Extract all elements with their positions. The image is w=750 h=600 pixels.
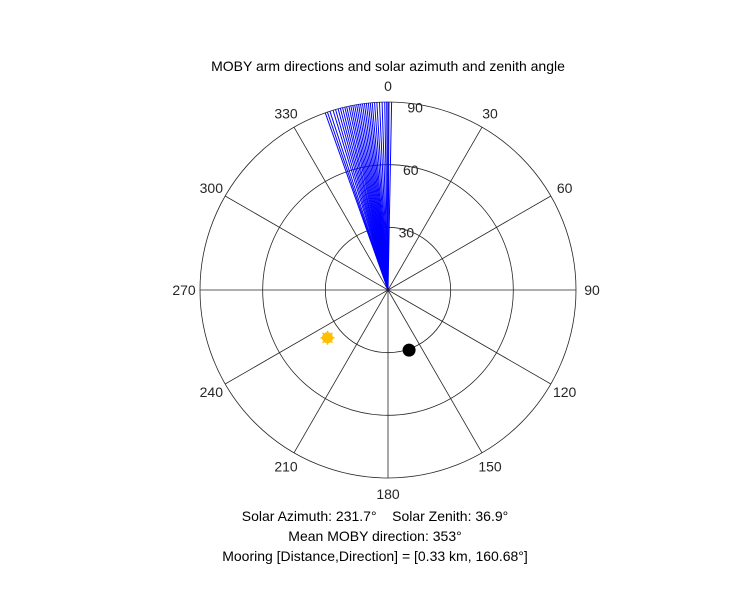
spoke-30 bbox=[387, 126, 483, 291]
caption-mean-direction: Mean MOBY direction: 353° bbox=[288, 528, 462, 544]
spoke-120 bbox=[387, 289, 552, 385]
theta-label-270: 270 bbox=[172, 282, 196, 298]
spoke-240 bbox=[224, 289, 389, 385]
theta-label-300: 300 bbox=[200, 180, 224, 196]
ring-60 bbox=[262, 164, 514, 416]
spoke-60 bbox=[387, 195, 552, 291]
polar-grid bbox=[199, 101, 577, 479]
theta-label-30: 30 bbox=[482, 105, 498, 121]
caption-solar: Solar Azimuth: 231.7° Solar Zenith: 36.9… bbox=[241, 508, 509, 524]
spoke-210 bbox=[293, 289, 389, 454]
spoke-150 bbox=[387, 289, 483, 454]
spoke-300 bbox=[224, 195, 389, 291]
chart-title: MOBY arm directions and solar azimuth an… bbox=[211, 58, 565, 74]
theta-tick-labels: 0 30 60 90 120 150 180 210 240 270 300 330 bbox=[172, 78, 600, 502]
moby-arm-lines bbox=[324, 101, 393, 291]
theta-label-330: 330 bbox=[274, 105, 298, 121]
r-label-90: 90 bbox=[407, 99, 423, 115]
sun-marker bbox=[320, 330, 335, 345]
theta-label-120: 120 bbox=[553, 384, 577, 400]
r-tick-labels: 30 60 90 bbox=[399, 99, 424, 240]
theta-label-150: 150 bbox=[478, 459, 502, 475]
mooring-marker bbox=[402, 343, 416, 357]
r-label-30: 30 bbox=[399, 224, 415, 240]
spoke-330 bbox=[293, 126, 389, 291]
theta-label-0: 0 bbox=[384, 78, 392, 94]
theta-label-210: 210 bbox=[274, 459, 298, 475]
r-label-60: 60 bbox=[403, 162, 419, 178]
theta-label-90: 90 bbox=[584, 282, 600, 298]
theta-label-60: 60 bbox=[557, 180, 573, 196]
markers bbox=[320, 330, 416, 357]
ring-90 bbox=[199, 101, 577, 479]
theta-label-240: 240 bbox=[200, 384, 224, 400]
theta-label-180: 180 bbox=[376, 486, 400, 502]
arm-line bbox=[329, 111, 389, 291]
caption-mooring: Mooring [Distance,Direction] = [0.33 km,… bbox=[222, 548, 528, 564]
arm-line bbox=[387, 102, 393, 291]
